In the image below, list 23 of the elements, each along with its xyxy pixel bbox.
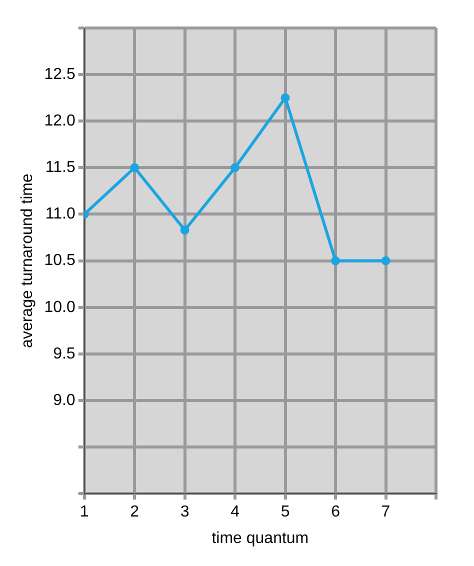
point <box>230 163 240 172</box>
point <box>381 256 390 266</box>
y-axis-title: average turnaround time <box>19 174 36 348</box>
y-tick-label: 11.0 <box>45 206 76 223</box>
y-tick-label: 9.0 <box>53 392 76 409</box>
y-tick-label: 12.5 <box>44 66 76 83</box>
x-tick-label: 1 <box>80 504 89 521</box>
point <box>130 163 140 172</box>
y-tick-label: 10.5 <box>44 252 76 270</box>
x-tick-label: 2 <box>130 504 140 521</box>
y-tick-label: 12.0 <box>44 112 76 130</box>
point <box>180 226 190 235</box>
point <box>331 256 340 266</box>
x-tick-label: 7 <box>381 504 390 521</box>
x-tick-label: 4 <box>230 504 240 521</box>
x-tick-label: 5 <box>280 504 290 521</box>
y-tick-label: 9.5 <box>53 345 76 362</box>
x-axis-title: time quantum <box>212 530 309 547</box>
x-tick-label: 6 <box>331 504 340 521</box>
y-tick-label: 10.0 <box>44 298 76 316</box>
x-tick-label: 3 <box>180 504 190 521</box>
y-tick-label: 11.5 <box>45 159 76 176</box>
point <box>280 93 290 102</box>
